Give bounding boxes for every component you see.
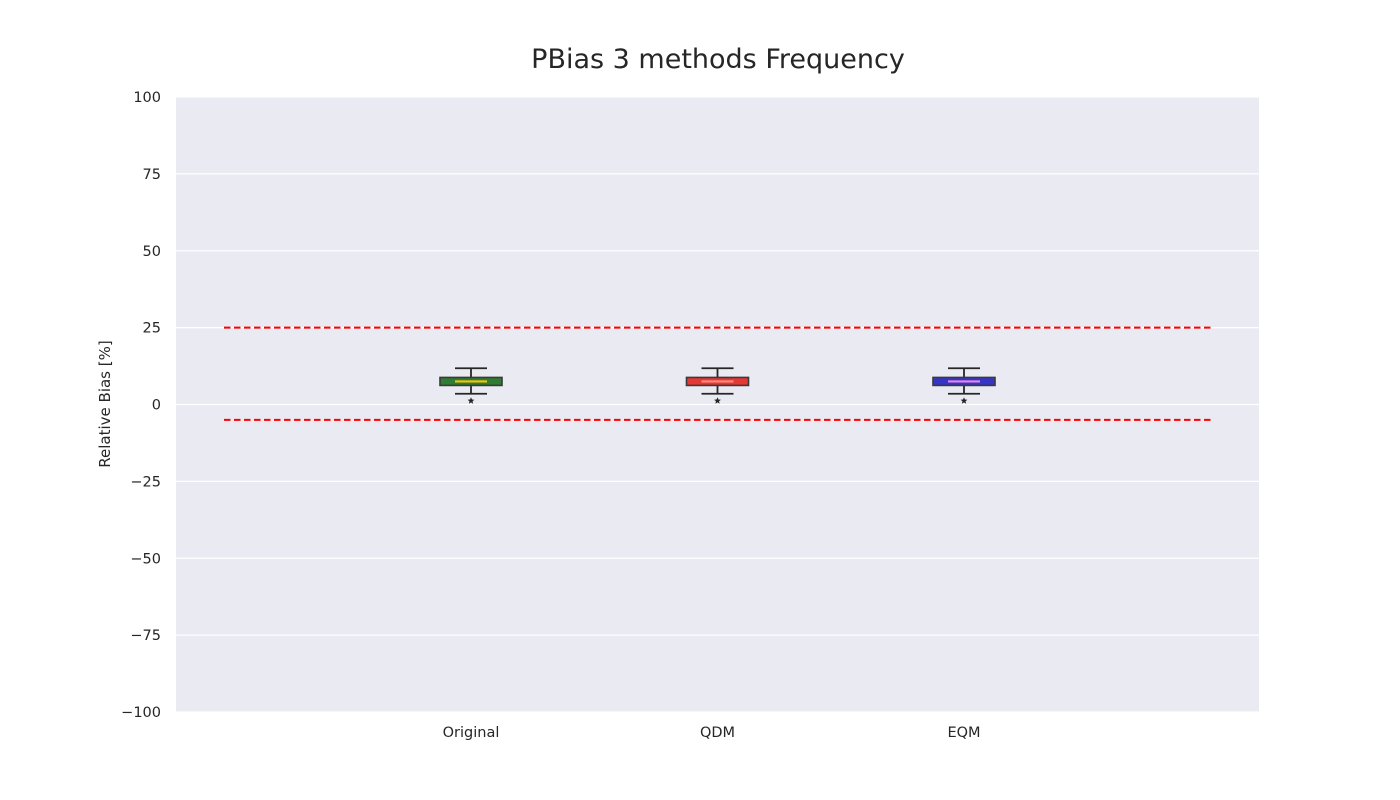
y-tick-label: 0	[152, 398, 161, 414]
x-tick-label: QDM	[700, 725, 735, 741]
x-tick-label: Original	[443, 725, 500, 741]
outlier-marker	[714, 397, 721, 404]
y-tick-label: −75	[130, 628, 161, 644]
y-tick-label: 100	[133, 90, 161, 106]
y-tick-label: 25	[143, 321, 161, 337]
reference-lines	[224, 326, 1211, 421]
x-tick-label: EQM	[947, 725, 980, 741]
y-tick-label: −25	[130, 474, 161, 490]
y-tick-labels: 100 75 50 25 0 −25 −50 −75 −100	[121, 90, 161, 721]
y-tick-label: −100	[121, 705, 161, 721]
boxplot-eqm	[932, 367, 996, 404]
boxplots	[439, 367, 996, 404]
y-tick-label: 50	[143, 244, 161, 260]
outlier-marker	[467, 397, 475, 404]
chart-title: PBias 3 methods Frequency	[531, 44, 905, 75]
y-tick-label: −50	[130, 551, 161, 567]
boxplot-original	[439, 367, 503, 404]
y-axis-label: Relative Bias [%]	[96, 340, 114, 467]
y-tick-label: 75	[143, 167, 161, 183]
outlier-marker	[960, 397, 968, 404]
boxplot-qdm	[685, 367, 750, 404]
x-tick-labels: Original QDM EQM	[443, 725, 981, 741]
